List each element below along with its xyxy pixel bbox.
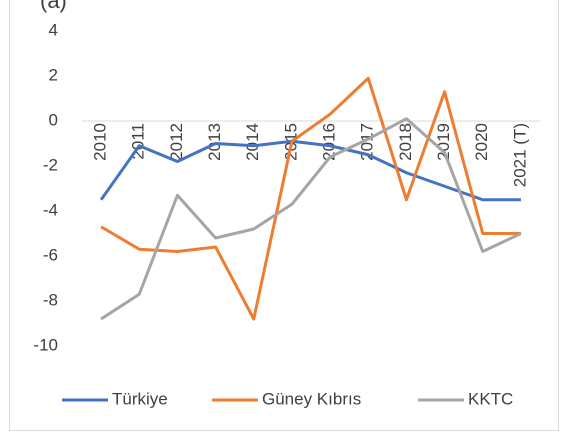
x-tick-label: 2016 [320, 123, 339, 161]
y-tick-label: -4 [43, 200, 58, 219]
x-tick-label: 2020 [472, 123, 491, 161]
x-tick-label: 2013 [205, 123, 224, 161]
x-tick-label: 2014 [243, 123, 262, 161]
series-line [100, 76, 521, 321]
x-tick-label: 2017 [358, 123, 377, 161]
chart-border [9, 0, 559, 431]
y-tick-label: 2 [49, 65, 58, 84]
series-line [100, 117, 522, 321]
legend-label: Türkiye [112, 389, 168, 408]
x-tick-label: 2011 [129, 123, 148, 160]
y-tick-label: -2 [43, 155, 58, 174]
x-tick-label: 2019 [434, 123, 453, 161]
legend-label: Güney Kıbrıs [262, 389, 361, 408]
y-tick-label: -10 [33, 335, 58, 354]
series-line [99, 139, 521, 202]
y-tick-label: -6 [43, 245, 58, 264]
y-tick-label: 0 [49, 110, 58, 129]
x-tick-label: 2012 [167, 123, 186, 161]
y-tick-label: 4 [49, 20, 58, 39]
chart-title: (a) [40, 0, 67, 13]
x-tick-label: 2010 [91, 123, 110, 161]
x-tick-label: 2021 (T) [510, 123, 529, 187]
y-tick-label: -8 [43, 290, 58, 309]
legend-label: KKTC [468, 389, 513, 408]
x-tick-label: 2018 [396, 123, 415, 161]
